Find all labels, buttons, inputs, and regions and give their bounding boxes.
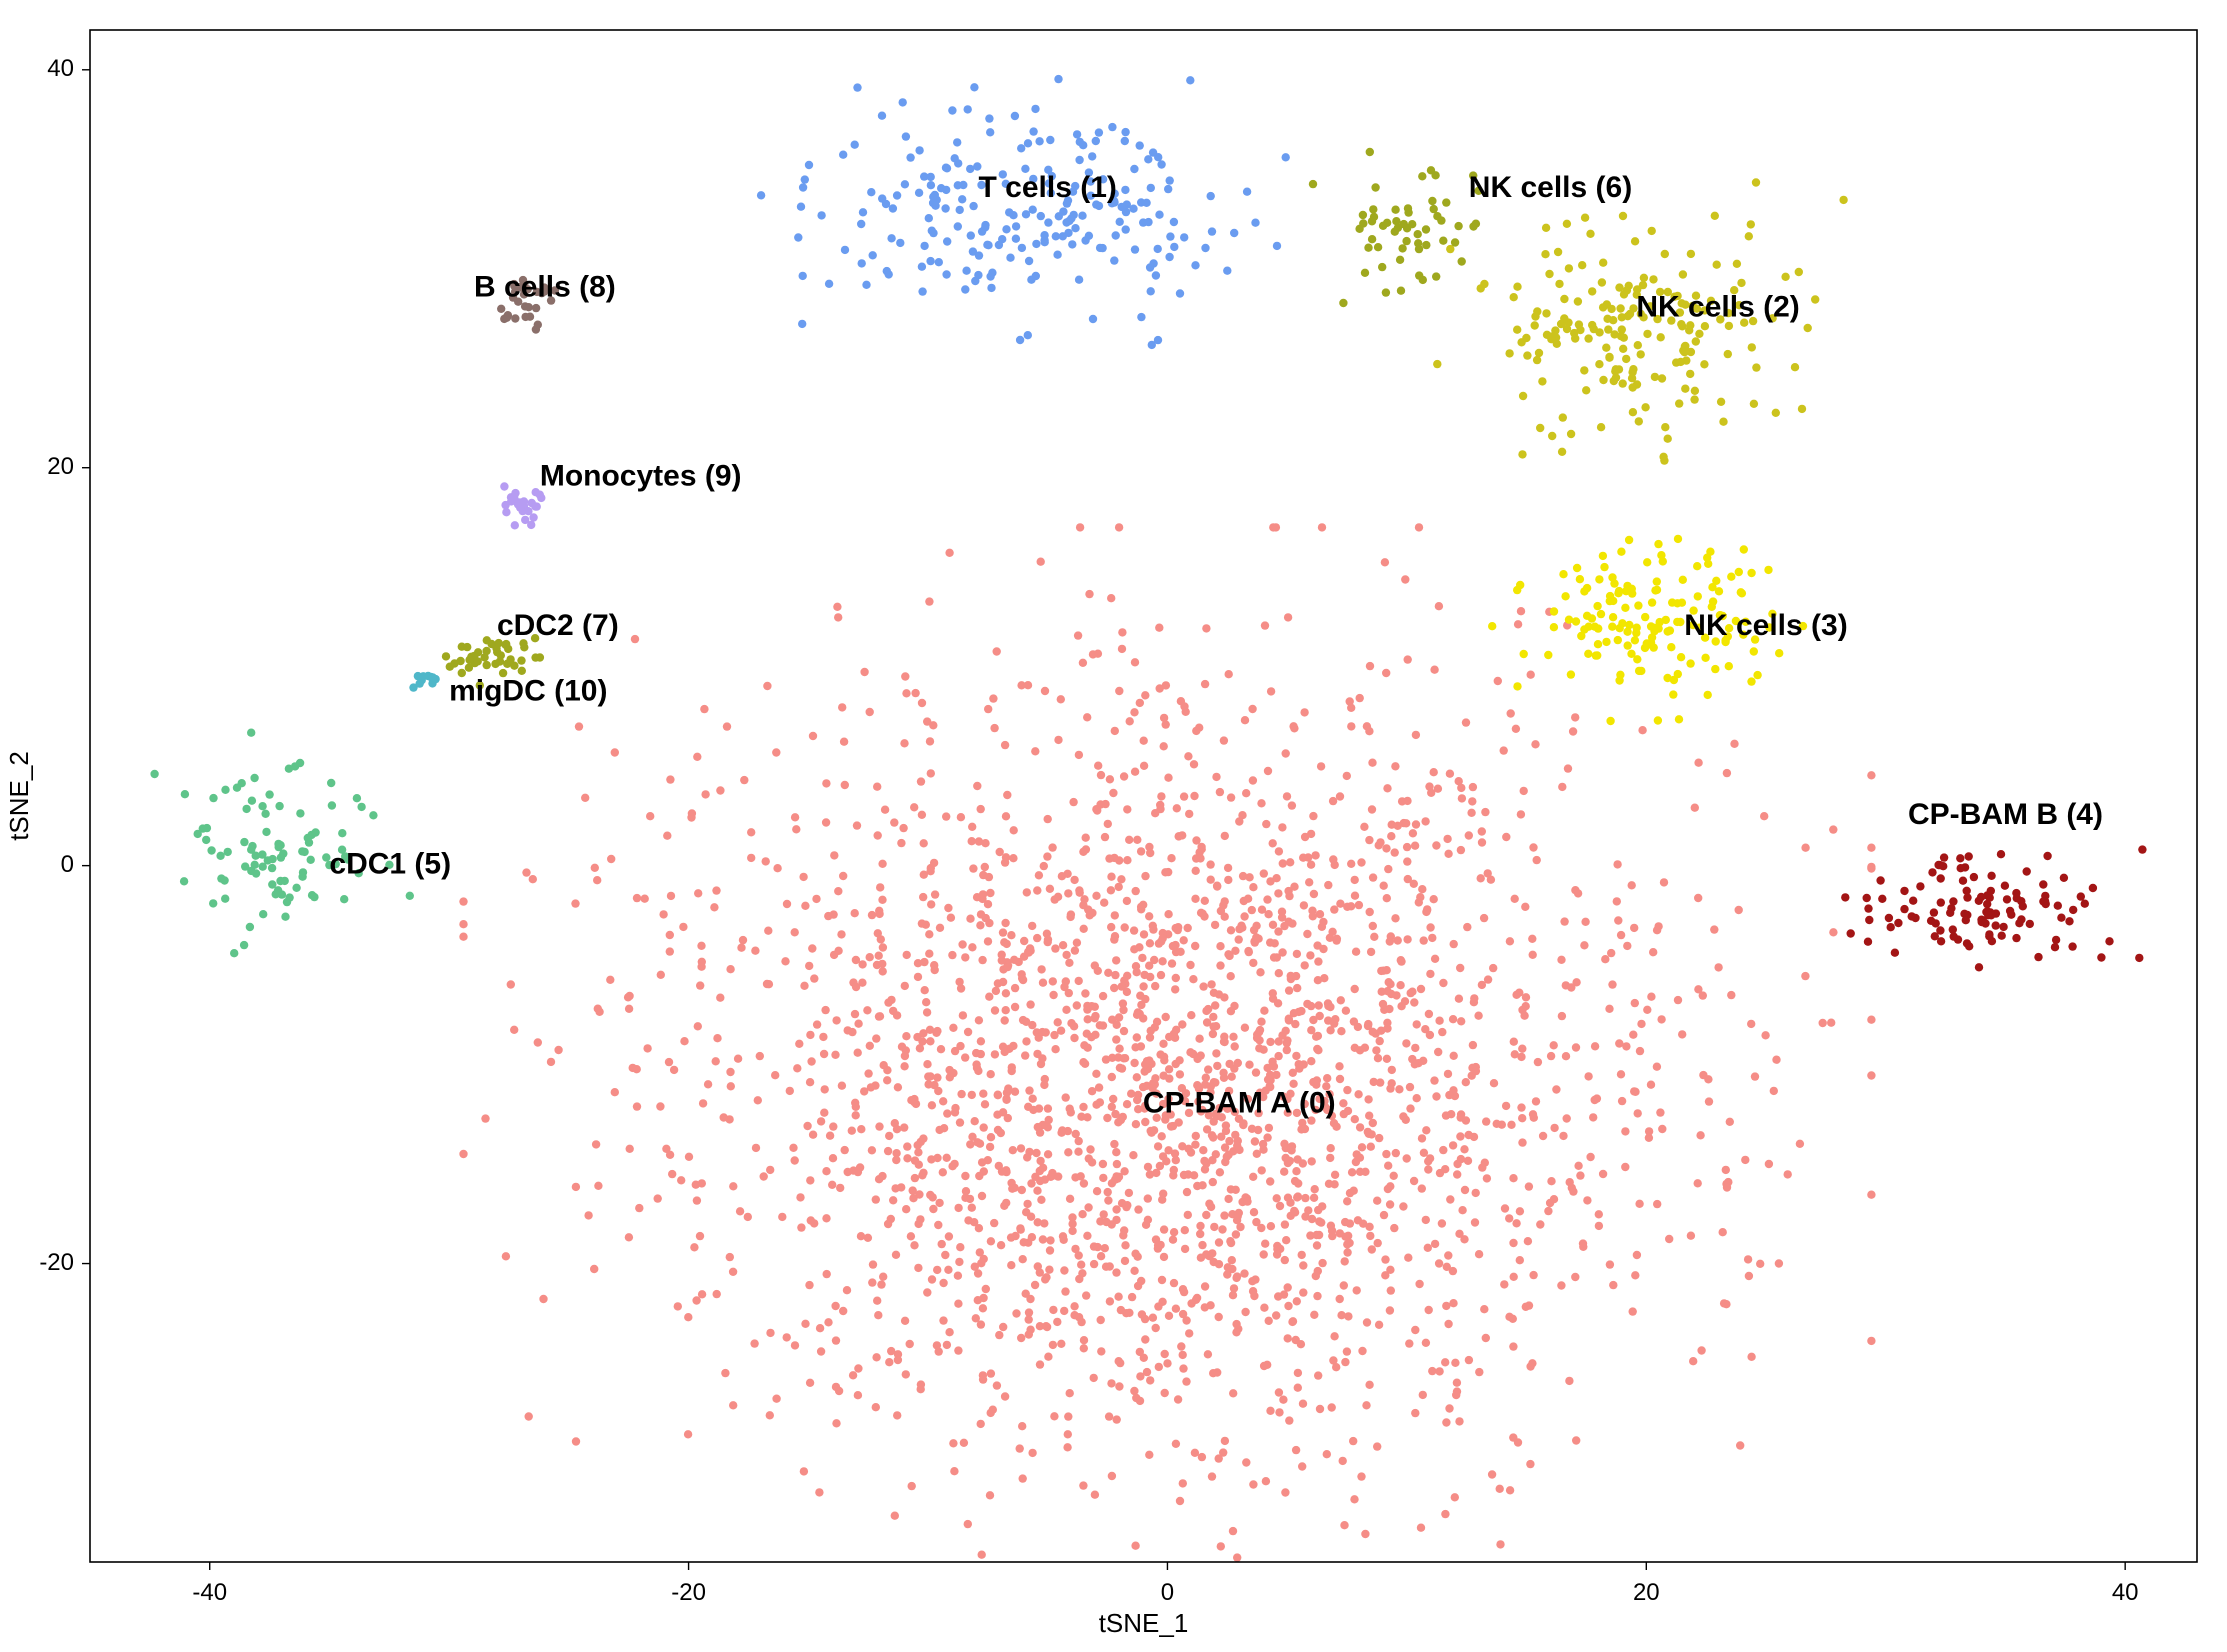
cluster-4-label: CP-BAM B (4) — [1908, 798, 2103, 831]
x-tick-label: -40 — [192, 1579, 227, 1606]
cluster-2-label: NK cells (2) — [1636, 290, 1799, 323]
cluster-1-label: T cells (1) — [979, 171, 1117, 204]
x-tick-label: -20 — [671, 1579, 706, 1606]
cluster-7-label: cDC2 (7) — [497, 609, 619, 642]
tsne-svg: CP-BAM A (0) T cells (1) NK cells (2) NK ce… — [0, 0, 2227, 1652]
cluster-8-label: B cells (8) — [474, 271, 616, 304]
cluster-6-label: NK cells (6) — [1469, 171, 1632, 204]
y-tick-label: 0 — [61, 851, 74, 878]
chart-background — [0, 0, 2227, 1652]
cluster-3-label: NK cells (3) — [1684, 609, 1847, 642]
cluster-5-label: cDC1 (5) — [329, 848, 451, 881]
x-tick-label: 20 — [1633, 1579, 1660, 1606]
y-tick-label: -20 — [39, 1249, 74, 1276]
y-tick-label: 40 — [47, 55, 74, 82]
cluster-9-label: Monocytes (9) — [540, 460, 742, 493]
x-axis-title: tSNE_1 — [1099, 1608, 1189, 1638]
tsne-scatter-chart: CP-BAM A (0) T cells (1) NK cells (2) NK ce… — [0, 0, 2227, 1652]
x-tick-label: 0 — [1161, 1579, 1174, 1606]
y-tick-label: 20 — [47, 453, 74, 480]
x-tick-label: 40 — [2112, 1579, 2139, 1606]
cluster-0-label: CP-BAM A (0) — [1143, 1086, 1336, 1119]
y-axis-title: tSNE_2 — [4, 751, 34, 841]
cluster-10-label: migDC (10) — [449, 674, 607, 707]
